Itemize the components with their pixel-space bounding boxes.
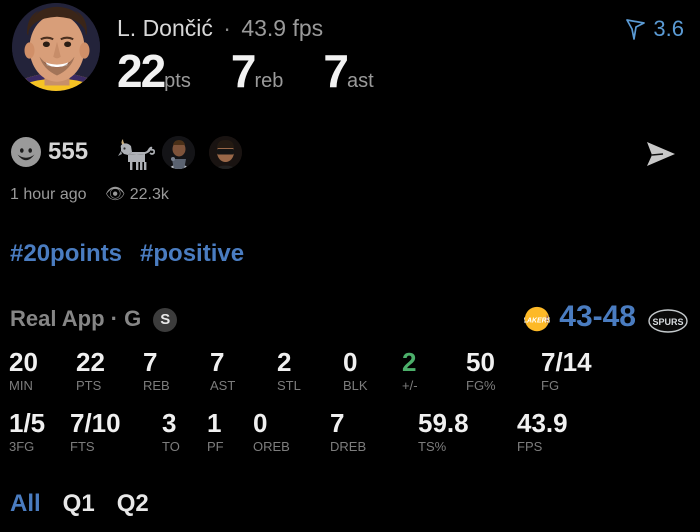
svg-text:LAKERS: LAKERS [524,317,550,324]
svg-text:SPURS: SPURS [652,317,683,327]
